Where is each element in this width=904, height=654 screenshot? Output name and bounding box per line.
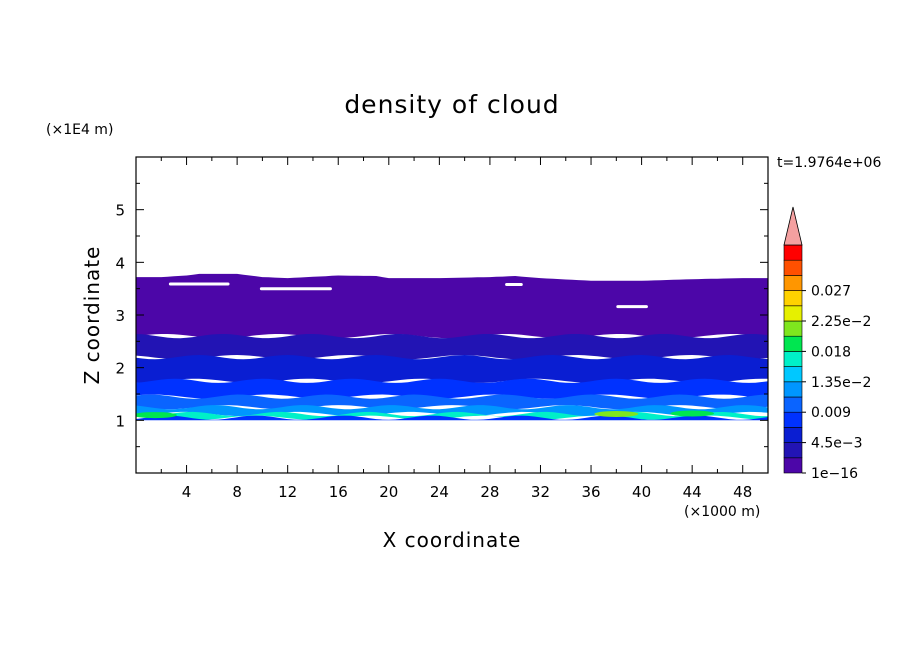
x-tick-label: 16 [329, 483, 348, 501]
colorbar-overflow-arrow [783, 206, 803, 246]
colorbar-swatch [783, 335, 803, 352]
density-layer [136, 273, 768, 339]
x-tick-label: 4 [182, 483, 192, 501]
density-layer [136, 378, 768, 399]
x-tick-label: 12 [278, 483, 297, 501]
colorbar-swatch [783, 427, 803, 443]
clear-gap [505, 282, 523, 286]
x-tick-label: 28 [480, 483, 499, 501]
chart-title: density of cloud [344, 90, 559, 119]
density-layer [136, 411, 768, 420]
colorbar-swatch [783, 290, 803, 307]
density-field [136, 273, 768, 421]
colorbar-swatch [783, 366, 803, 383]
x-axis: 4 8 12 16 20 24 28 32 36 40 44 48 [160, 157, 752, 501]
colorbar-swatch [783, 320, 803, 337]
colorbar-swatch [783, 275, 803, 291]
density-layer [136, 334, 768, 360]
colorbar-swatch [783, 351, 803, 367]
colorbar-swatch [783, 396, 803, 413]
colorbar-label: 4.5e−3 [811, 436, 863, 452]
x-tick-label: 36 [581, 483, 600, 501]
x-unit-label: (×1000 m) [684, 504, 760, 520]
clear-gap [259, 287, 332, 291]
density-layer [136, 355, 768, 383]
colorbar-label: 0.009 [811, 405, 851, 421]
x-tick-label: 8 [232, 483, 242, 501]
colorbar-label: 1.35e−2 [811, 375, 871, 391]
colorbar-swatch [783, 411, 803, 428]
y-axis-label: Z coordinate [80, 246, 104, 385]
density-patch [670, 410, 715, 417]
x-tick-label: 24 [430, 483, 449, 501]
y-tick-label: 1 [115, 412, 125, 430]
y-axis: 1 2 3 4 5 [115, 182, 768, 448]
time-label: t=1.9764e+06 [777, 155, 881, 171]
x-tick-label: 48 [733, 483, 752, 501]
x-tick-label: 20 [379, 483, 398, 501]
density-patch [136, 412, 177, 419]
x-axis-label: X coordinate [383, 528, 522, 552]
clear-gap [616, 305, 648, 309]
colorbar-swatch [783, 259, 803, 276]
x-tick-label: 32 [531, 483, 550, 501]
y-unit-label: (×1E4 m) [46, 122, 113, 138]
y-tick-label: 2 [115, 360, 125, 378]
colorbar-legend: 1e−16 4.5e−3 0.009 1.35e−2 0.018 2.25e−2 0.027 [783, 206, 871, 482]
colorbar-label: 1e−16 [811, 466, 858, 482]
x-tick-label: 44 [683, 483, 702, 501]
density-patch [594, 411, 639, 418]
colorbar-swatch [783, 442, 803, 459]
colorbar-swatch [783, 457, 803, 474]
y-tick-label: 4 [115, 254, 125, 272]
colorbar-swatch [783, 381, 803, 398]
colorbar-label: 2.25e−2 [811, 314, 871, 330]
colorbar-label: 0.018 [811, 344, 851, 360]
colorbar-swatch [783, 305, 803, 322]
plot-area [136, 273, 768, 421]
y-tick-label: 5 [115, 202, 125, 220]
y-tick-label: 3 [115, 307, 125, 325]
clear-gap [168, 282, 230, 286]
colorbar-swatch [783, 244, 803, 261]
colorbar-label: 0.027 [811, 284, 851, 300]
x-tick-label: 40 [632, 483, 651, 501]
